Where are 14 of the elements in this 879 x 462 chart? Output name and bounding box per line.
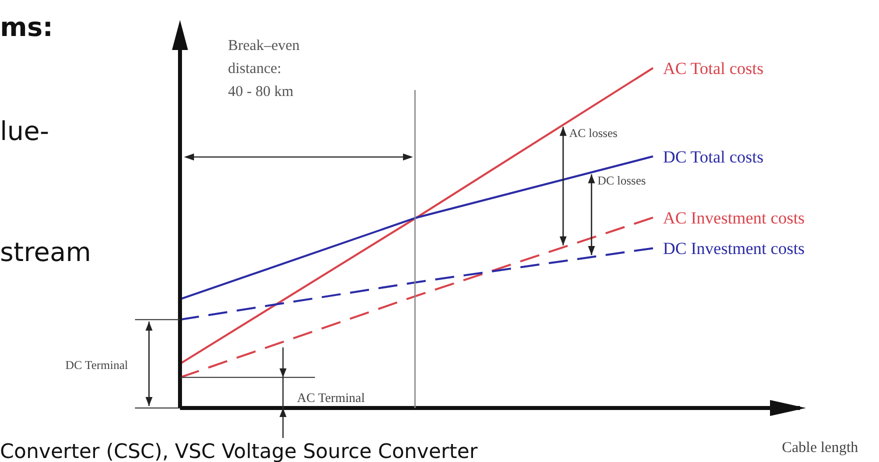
annotation: AC losses bbox=[569, 126, 618, 140]
annotation: Break–even distance: 40 - 80 km bbox=[228, 38, 300, 100]
text: DC Terminal bbox=[65, 358, 129, 372]
text: stream bbox=[0, 238, 92, 268]
text: ms: bbox=[0, 13, 53, 43]
series-label: AC Total costs bbox=[663, 59, 764, 78]
annotation: DC losses bbox=[598, 173, 646, 188]
text: Converter (CSC), VSC Voltage Source Converter bbox=[0, 439, 478, 462]
text: lue- bbox=[0, 117, 50, 147]
series-label: DC Investment costs bbox=[663, 239, 805, 258]
series-label: AC Investment costs bbox=[663, 208, 805, 228]
annotation: AC Terminal bbox=[297, 390, 366, 405]
series-label: DC Total costs bbox=[663, 147, 764, 166]
x-axis-title: Cable length bbox=[782, 440, 859, 456]
